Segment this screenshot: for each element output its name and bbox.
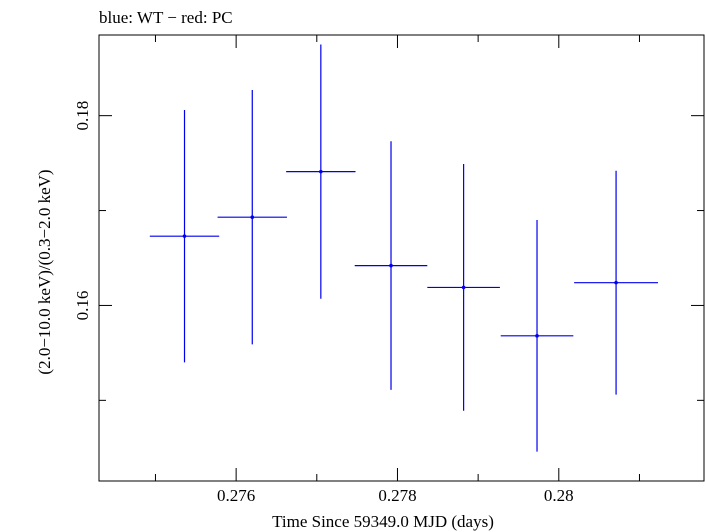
data-point (574, 170, 659, 395)
x-tick-label: 0.276 (217, 486, 255, 505)
data-point (354, 141, 428, 390)
axis-ticks (99, 35, 704, 481)
x-tick-label: 0.278 (378, 486, 416, 505)
y-tick-label: 0.16 (73, 291, 92, 321)
point-marker (614, 280, 618, 285)
y-tick-label: 0.18 (73, 101, 92, 131)
data-point (286, 44, 356, 299)
data-point (500, 220, 574, 452)
data-point (427, 164, 500, 411)
plot-frame (98, 34, 705, 482)
point-marker (461, 285, 466, 290)
x-tick-label: 0.28 (544, 486, 574, 505)
y-axis-label: (2.0−10.0 keV)/(0.3−2.0 keV) (35, 169, 54, 374)
axis-tick-labels: 0.276 0.278 0.28 0.16 0.18 (73, 101, 574, 505)
point-marker (250, 215, 255, 219)
point-marker (319, 169, 323, 174)
data-point (149, 109, 220, 363)
data-marks (149, 44, 659, 452)
chart-title: blue: WT − red: PC (99, 8, 233, 27)
point-marker (182, 234, 187, 238)
x-axis-label: Time Since 59349.0 MJD (days) (272, 512, 494, 531)
data-point (217, 90, 287, 345)
point-marker (535, 334, 539, 338)
point-marker (389, 263, 393, 268)
